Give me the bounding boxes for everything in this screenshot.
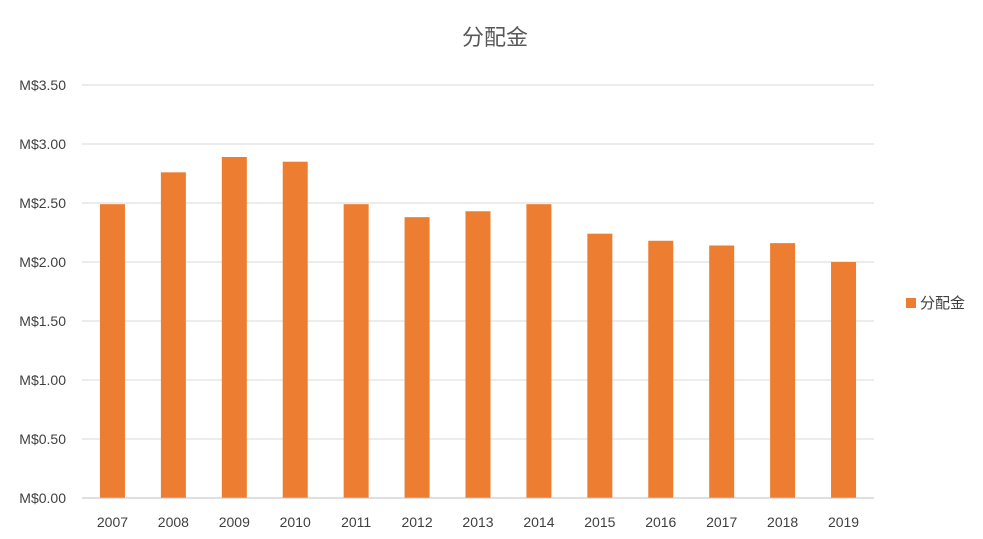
- bar-2009: [221, 156, 247, 499]
- chart-title: 分配金: [462, 26, 528, 51]
- x-tick-label: 2016: [645, 514, 676, 530]
- x-tick-label: 2019: [828, 514, 859, 530]
- bar-2008: [160, 172, 186, 498]
- y-tick-label: M$1.00: [19, 372, 66, 388]
- x-tick-label: 2017: [706, 514, 737, 530]
- bar-2007: [99, 204, 125, 498]
- bar-2015: [587, 233, 613, 498]
- x-tick-label: 2014: [523, 514, 554, 530]
- x-tick-label: 2015: [584, 514, 615, 530]
- x-tick-label: 2008: [158, 514, 189, 530]
- bar-2017: [709, 245, 735, 498]
- y-tick-label: M$0.00: [19, 490, 66, 506]
- x-tick-label: 2013: [462, 514, 493, 530]
- bar-2012: [404, 217, 430, 498]
- y-tick-label: M$2.50: [19, 195, 66, 211]
- x-tick-label: 2009: [219, 514, 250, 530]
- y-tick-label: M$1.50: [19, 313, 66, 329]
- x-tick-label: 2011: [341, 514, 371, 530]
- legend: 分配金: [906, 294, 965, 312]
- bar-2019: [831, 262, 857, 498]
- bar-2010: [282, 161, 308, 498]
- y-tick-label: M$3.00: [19, 136, 66, 152]
- x-tick-label: 2018: [767, 514, 798, 530]
- x-tick-label: 2010: [280, 514, 311, 530]
- y-tick-label: M$2.00: [19, 254, 66, 270]
- legend-label: 分配金: [920, 294, 965, 312]
- x-tick-label: 2007: [97, 514, 128, 530]
- bar-2013: [465, 211, 491, 498]
- x-tick-label: 2012: [401, 514, 432, 530]
- y-axis-tick-labels: M$0.00 M$0.50 M$1.00 M$1.50 M$2.00 M$2.50 M$3.…: [19, 77, 66, 506]
- bar-2011: [343, 204, 369, 498]
- bar-2016: [648, 240, 674, 498]
- bar-2014: [526, 204, 552, 498]
- y-tick-label: M$3.50: [19, 77, 66, 93]
- x-axis-tick-labels: 2007 2008 2009 2010 2011 2012 2013 2014 2015 2016…: [97, 514, 859, 530]
- legend-swatch: [906, 298, 916, 308]
- bars: [99, 156, 857, 499]
- y-tick-label: M$0.50: [19, 431, 66, 447]
- bar-2018: [770, 243, 796, 498]
